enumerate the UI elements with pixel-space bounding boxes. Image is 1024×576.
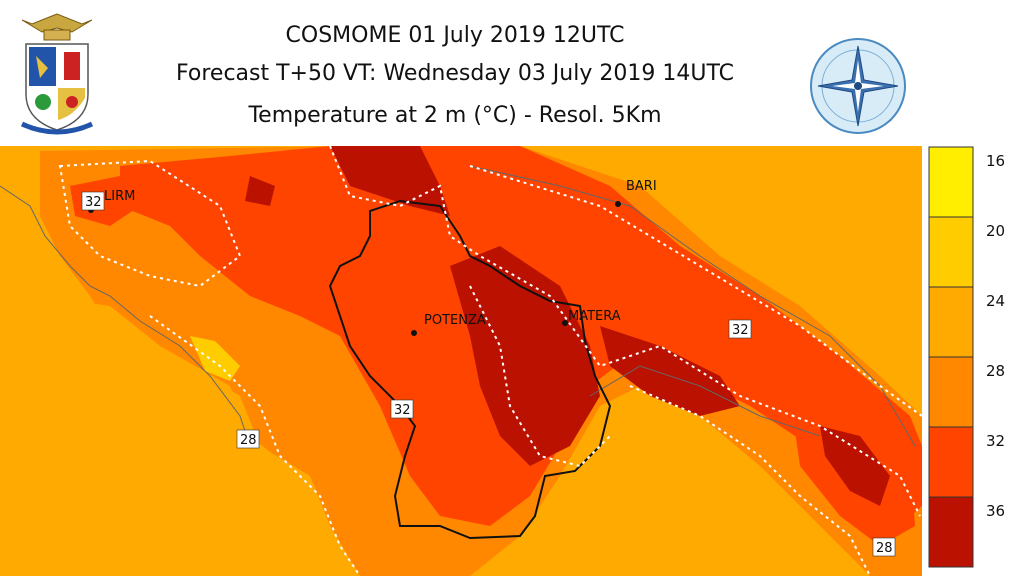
place-label-lirm: LIRM — [104, 189, 135, 204]
legend-tick-32: 32 — [986, 432, 1005, 450]
contour-label-text: 28 — [876, 541, 893, 556]
legend-swatch-24-28 — [928, 286, 974, 358]
title-model-run: COSMOME 01 July 2019 12UTC — [285, 23, 625, 48]
contour-label-text: 28 — [240, 433, 257, 448]
legend-tick-36: 36 — [986, 502, 1005, 520]
temperature-zone-above-36-apulia — [600, 326, 740, 416]
place-label-matera: MATERA — [568, 309, 621, 324]
contour-label-text: 32 — [732, 323, 749, 338]
contour-label-text: 32 — [85, 195, 102, 210]
contour-label-text: 32 — [394, 403, 411, 418]
legend-tick-20: 20 — [986, 222, 1005, 240]
region-boundary — [328, 199, 612, 540]
place-label-potenza: POTENZA — [424, 313, 486, 328]
temperature-zone-32-36-lirm — [70, 176, 140, 226]
air-force-coat-of-arms-icon — [20, 13, 94, 135]
temperature-zone-24-28-coast — [0, 296, 330, 576]
legend-tick-28: 28 — [986, 362, 1005, 380]
legend-swatch-16-20 — [928, 146, 974, 218]
place-potenza: POTENZA — [411, 313, 486, 336]
contour-label-coast: 28 — [236, 429, 260, 449]
color-legend: 16 20 24 28 32 36 — [928, 146, 1005, 568]
contour-label-lirm: 32 — [81, 191, 105, 211]
weather-service-emblem-icon — [810, 38, 906, 134]
coastline — [0, 165, 916, 447]
contour-label-potenza: 32 — [390, 399, 414, 419]
temperature-zone-above-36-salento — [820, 426, 890, 506]
contour-label-salento: 28 — [872, 537, 896, 557]
place-label-bari: BARI — [626, 179, 657, 194]
isotherm-lines — [58, 146, 922, 576]
temperature-zone-20-24-coast — [190, 336, 240, 381]
title-forecast-validity: Forecast T+50 VT: Wednesday 03 July 2019… — [176, 61, 734, 86]
temperature-zone-above-36-center — [450, 246, 600, 466]
place-bari: BARI — [615, 179, 657, 207]
temperature-map: LIRM BARI POTENZA MATERA 32 32 32 — [0, 146, 922, 576]
legend-tick-16: 16 — [986, 152, 1005, 170]
contour-label-bari: 32 — [728, 319, 752, 339]
legend-swatch-32-36 — [928, 426, 974, 498]
legend-swatch-above-36 — [928, 496, 974, 568]
temperature-zone-above-36-north — [330, 146, 450, 216]
legend-tick-24: 24 — [986, 292, 1005, 310]
place-matera: MATERA — [562, 309, 621, 326]
temperature-zone-above-36-west — [245, 176, 275, 206]
title-field-description: Temperature at 2 m (°C) - Resol. 5Km — [248, 103, 662, 128]
legend-swatch-20-24 — [928, 216, 974, 288]
legend-swatch-28-32 — [928, 356, 974, 428]
